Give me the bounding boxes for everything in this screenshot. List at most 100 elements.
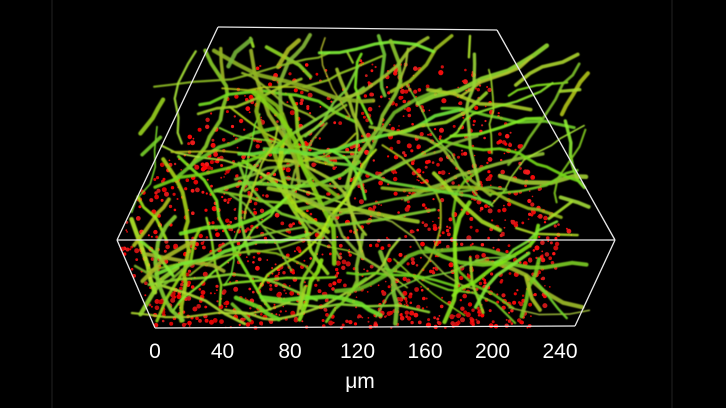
red-cell [359,59,363,63]
red-cell [160,298,163,301]
red-cell [211,206,217,212]
red-cell [130,245,134,249]
red-cell [464,79,467,82]
red-cell [266,259,269,261]
red-cell [327,192,331,196]
red-cell [288,285,291,287]
red-cell [394,171,398,174]
red-cell [503,152,506,155]
red-cell [543,215,548,221]
red-cell [544,252,550,257]
green-fiber [467,34,472,59]
red-cell [544,285,546,287]
red-cell [233,231,236,233]
red-cell [448,172,451,175]
red-cell [474,105,479,110]
red-cell [223,302,227,305]
red-cell [481,253,486,258]
red-cell [479,209,482,212]
red-cell [460,317,465,323]
red-cell [549,241,553,245]
red-cell [420,181,423,184]
red-cell [205,124,210,129]
red-cell [252,290,255,294]
red-cell [472,123,475,127]
red-cell [358,199,364,205]
red-cell [386,311,392,316]
red-cell [427,227,431,231]
red-cell [487,157,493,162]
red-cell [384,315,387,318]
green-fiber [228,193,293,272]
red-cell [144,281,148,286]
red-cell [216,289,218,292]
red-cell [126,231,128,233]
red-cell [416,228,420,232]
red-cell [483,136,486,140]
red-cell [417,88,422,92]
axis: 0 40 80 120 160 200 240 [149,340,577,363]
green-fiber [249,48,302,188]
red-cell [341,265,346,270]
red-cell [457,86,460,89]
red-cell [125,229,128,232]
red-cell [343,283,347,288]
red-cell [490,184,492,187]
red-cell [246,260,250,263]
red-cell [153,322,159,328]
red-cell [253,210,258,215]
red-cell [156,188,161,193]
red-cell [487,170,491,174]
red-cell [129,248,132,251]
red-cell [336,236,339,238]
red-cell [171,291,176,296]
tick-label: 120 [340,340,375,363]
red-cell [411,260,416,265]
red-cell [188,325,191,327]
red-cell [243,128,246,131]
red-cell [438,171,442,175]
red-cell [554,236,558,240]
red-cell [400,95,404,100]
red-cell [187,134,193,140]
red-cell [282,271,286,275]
green-fiber [211,48,376,104]
red-cell [552,252,556,256]
red-cell [286,101,289,104]
red-cell [205,236,209,239]
red-cell [168,159,171,162]
red-cell [209,292,212,295]
red-cell [547,240,549,243]
red-cell [293,316,299,321]
red-cell [363,268,365,271]
red-cell [252,261,255,264]
red-cell [527,218,530,221]
red-cell [221,195,224,199]
red-cell [309,212,313,216]
red-cell [420,286,422,288]
red-cell [505,250,509,254]
red-cell [540,257,546,263]
red-cell [507,319,512,323]
red-cell [278,314,281,316]
red-cell [378,105,381,108]
red-cell [194,242,199,247]
red-cell [252,255,256,259]
red-cell [158,299,164,305]
red-cell [410,149,414,153]
red-cell [233,115,236,118]
red-cell [521,221,525,225]
tick-label: 160 [407,340,442,363]
red-cell [336,271,340,275]
red-cell [519,167,522,170]
tick-label: 240 [542,340,577,363]
red-cell [292,222,295,226]
red-cell [273,303,276,306]
green-fiber [140,239,196,284]
green-fiber [223,237,401,322]
red-cell [463,151,468,156]
red-cell [543,221,547,224]
red-cell [317,289,322,294]
red-cell [335,260,341,266]
red-cell [446,232,450,236]
